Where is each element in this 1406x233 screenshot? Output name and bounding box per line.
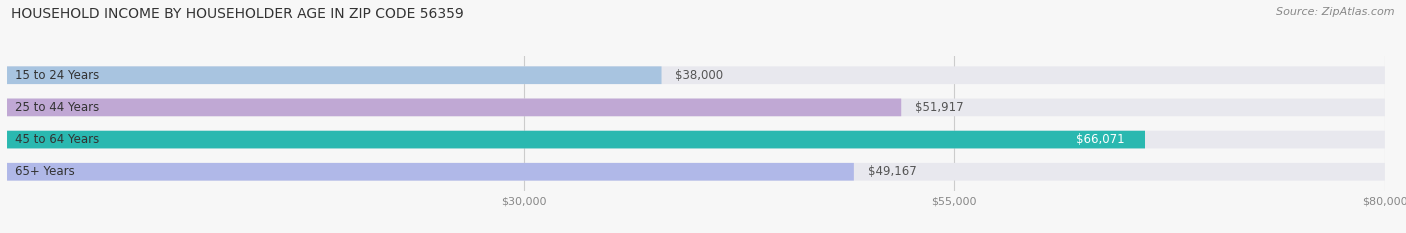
FancyBboxPatch shape xyxy=(7,131,1144,148)
Text: 15 to 24 Years: 15 to 24 Years xyxy=(15,69,100,82)
Text: 45 to 64 Years: 45 to 64 Years xyxy=(15,133,100,146)
FancyBboxPatch shape xyxy=(7,131,1385,148)
Text: Source: ZipAtlas.com: Source: ZipAtlas.com xyxy=(1277,7,1395,17)
Text: HOUSEHOLD INCOME BY HOUSEHOLDER AGE IN ZIP CODE 56359: HOUSEHOLD INCOME BY HOUSEHOLDER AGE IN Z… xyxy=(11,7,464,21)
FancyBboxPatch shape xyxy=(7,66,1385,84)
FancyBboxPatch shape xyxy=(7,163,1385,181)
Text: $38,000: $38,000 xyxy=(675,69,724,82)
Text: 65+ Years: 65+ Years xyxy=(15,165,75,178)
FancyBboxPatch shape xyxy=(7,99,901,116)
Text: $49,167: $49,167 xyxy=(868,165,917,178)
Text: $66,071: $66,071 xyxy=(1076,133,1125,146)
FancyBboxPatch shape xyxy=(7,163,853,181)
FancyBboxPatch shape xyxy=(7,99,1385,116)
Text: 25 to 44 Years: 25 to 44 Years xyxy=(15,101,100,114)
FancyBboxPatch shape xyxy=(7,66,662,84)
Text: $51,917: $51,917 xyxy=(915,101,963,114)
